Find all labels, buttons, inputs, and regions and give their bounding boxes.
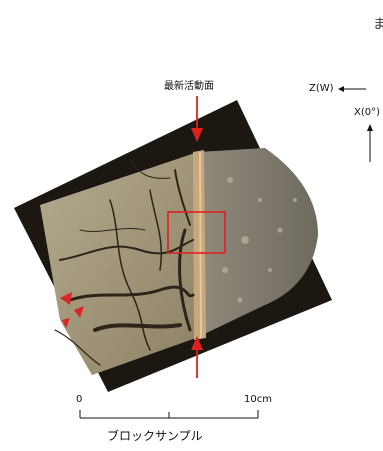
fault-arrow-top (191, 96, 203, 142)
fault-arrow-bottom (191, 336, 203, 378)
highlight-rectangle (167, 211, 226, 254)
dark-veins (54, 159, 195, 366)
right-half-speckles (222, 177, 297, 303)
caption: ブロックサンプル (107, 429, 203, 443)
scale-bar-graphic (79, 410, 259, 419)
x-direction-arrow (367, 124, 373, 162)
z-axis-label: Z(W) (309, 83, 334, 94)
top-right-fragment: ま (373, 17, 383, 32)
scale-start-label: 0 (76, 394, 83, 405)
rock-core-body (40, 153, 196, 375)
scale-end-label: 10cm (244, 394, 272, 405)
rock-core-right-half (198, 148, 318, 337)
fault-surface-label: 最新活動面 (164, 81, 214, 92)
red-marker-spots (60, 292, 84, 328)
x-axis-label: X(0°) (354, 107, 381, 118)
z-direction-arrow (338, 86, 366, 92)
